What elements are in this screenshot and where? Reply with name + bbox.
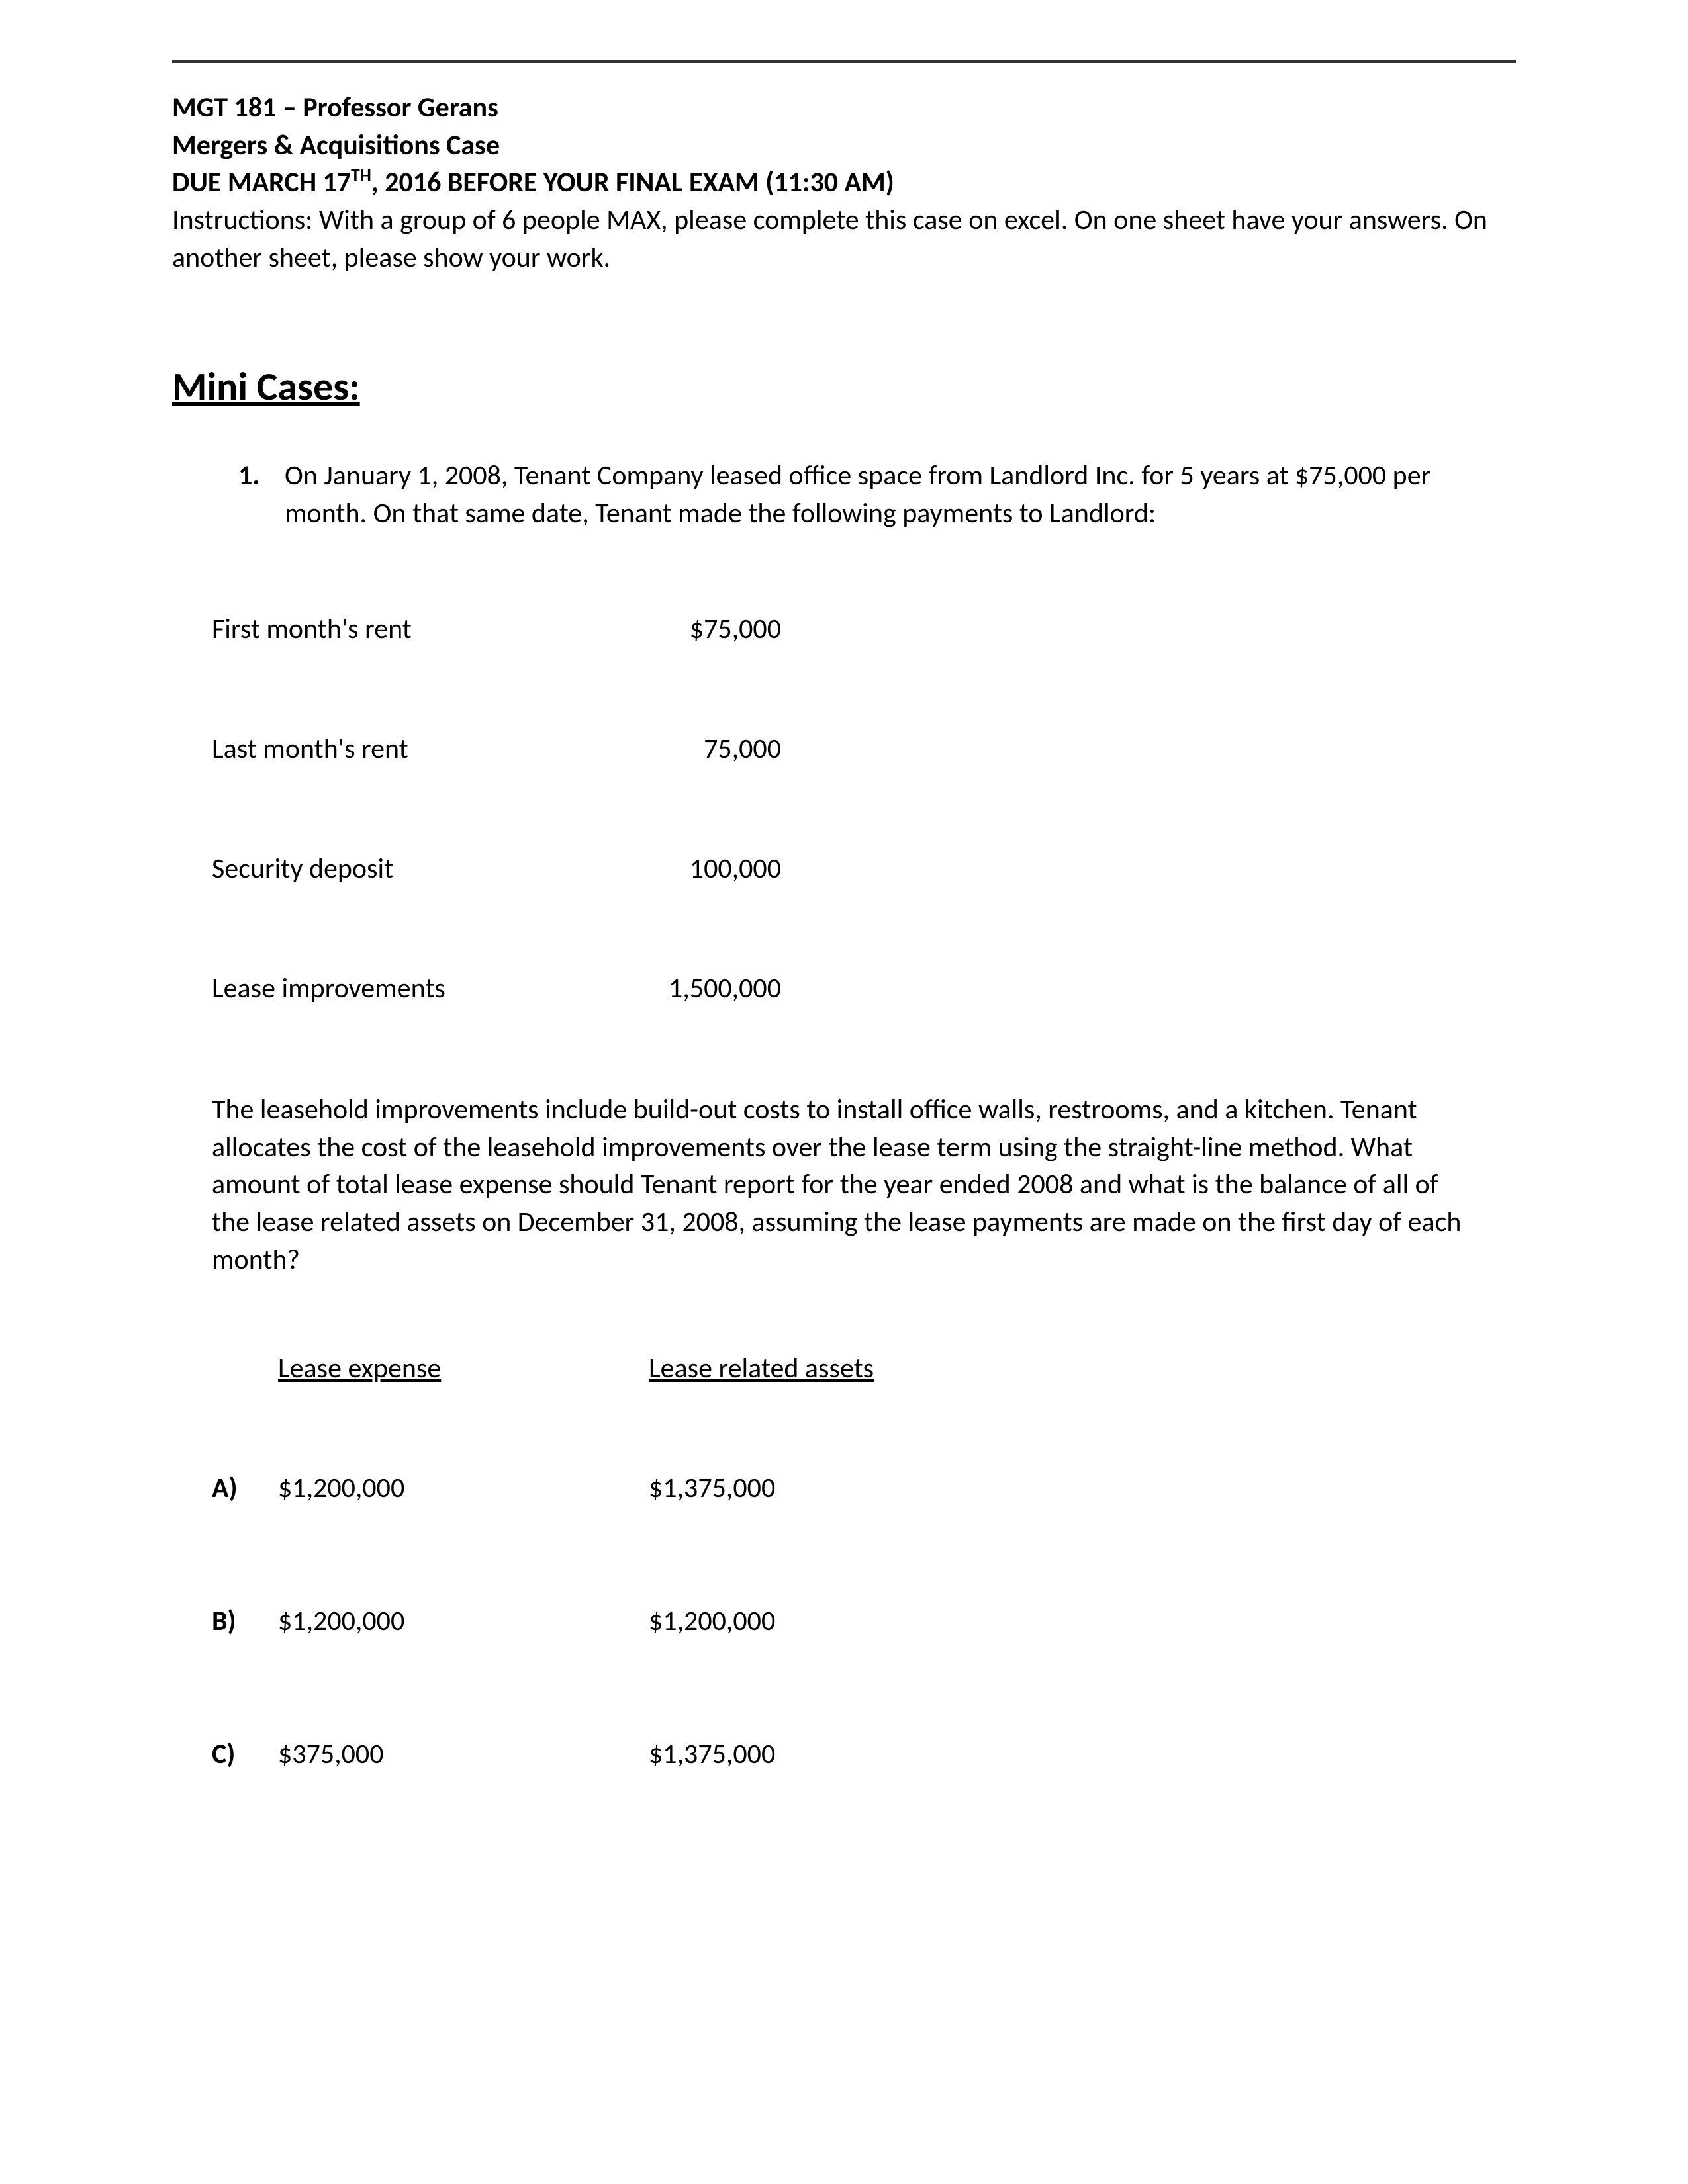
question-text: On January 1, 2008, Tenant Company lease… (285, 457, 1516, 532)
document-page: MGT 181 – Professor Gerans Mergers & Acq… (0, 0, 1688, 2184)
option-row: B) $1,200,000 $1,200,000 (212, 1604, 1516, 1638)
payment-value: 100,000 (609, 852, 781, 886)
payment-value: 75,000 (609, 732, 781, 766)
header-block: MGT 181 – Professor Gerans Mergers & Acq… (172, 89, 1516, 277)
payment-label: Security deposit (212, 852, 609, 886)
payment-row: Last month's rent 75,000 (212, 732, 1516, 766)
question-item: 1. On January 1, 2008, Tenant Company le… (238, 457, 1516, 532)
payment-row: Lease improvements 1,500,000 (212, 972, 1516, 1005)
payment-value: 1,500,000 (609, 972, 781, 1005)
payments-table: First month's rent $75,000 Last month's … (212, 612, 1516, 1005)
due-prefix: DUE MARCH 17 (172, 165, 351, 199)
options-header-row: Lease expense Lease related assets (278, 1351, 1516, 1385)
options-header-col2: Lease related assets (649, 1351, 874, 1385)
question-list: 1. On January 1, 2008, Tenant Company le… (172, 457, 1516, 532)
course-line: MGT 181 – Professor Gerans (172, 89, 1516, 127)
answer-options: Lease expense Lease related assets A) $1… (212, 1351, 1516, 1771)
payment-label: Last month's rent (212, 732, 609, 766)
options-header-col1: Lease expense (278, 1351, 649, 1385)
option-lease-expense: $375,000 (278, 1737, 649, 1771)
option-lease-assets: $1,375,000 (649, 1737, 775, 1771)
option-row: C) $375,000 $1,375,000 (212, 1737, 1516, 1771)
option-lease-expense: $1,200,000 (278, 1471, 649, 1505)
option-letter: B) (212, 1604, 278, 1638)
option-letter: C) (212, 1737, 278, 1771)
option-letter: A) (212, 1471, 278, 1505)
option-lease-expense: $1,200,000 (278, 1604, 649, 1638)
question-number: 1. (238, 457, 285, 532)
payment-label: First month's rent (212, 612, 609, 646)
explanatory-paragraph: The leasehold improvements include build… (212, 1091, 1476, 1279)
payment-value: $75,000 (609, 612, 781, 646)
payment-row: Security deposit 100,000 (212, 852, 1516, 886)
due-superscript: TH (351, 165, 371, 187)
option-row: A) $1,200,000 $1,375,000 (212, 1471, 1516, 1505)
payment-row: First month's rent $75,000 (212, 612, 1516, 646)
option-lease-assets: $1,200,000 (649, 1604, 775, 1638)
payment-label: Lease improvements (212, 972, 609, 1005)
due-suffix: , 2016 BEFORE YOUR FINAL EXAM (11:30 AM) (371, 165, 894, 199)
section-title: Mini Cases: (172, 363, 1516, 411)
instructions-text: Instructions: With a group of 6 people M… (172, 202, 1516, 277)
top-horizontal-rule (172, 60, 1516, 63)
case-line: Mergers & Acquisitions Case (172, 127, 1516, 165)
option-lease-assets: $1,375,000 (649, 1471, 775, 1505)
due-line: DUE MARCH 17TH, 2016 BEFORE YOUR FINAL E… (172, 164, 1516, 202)
